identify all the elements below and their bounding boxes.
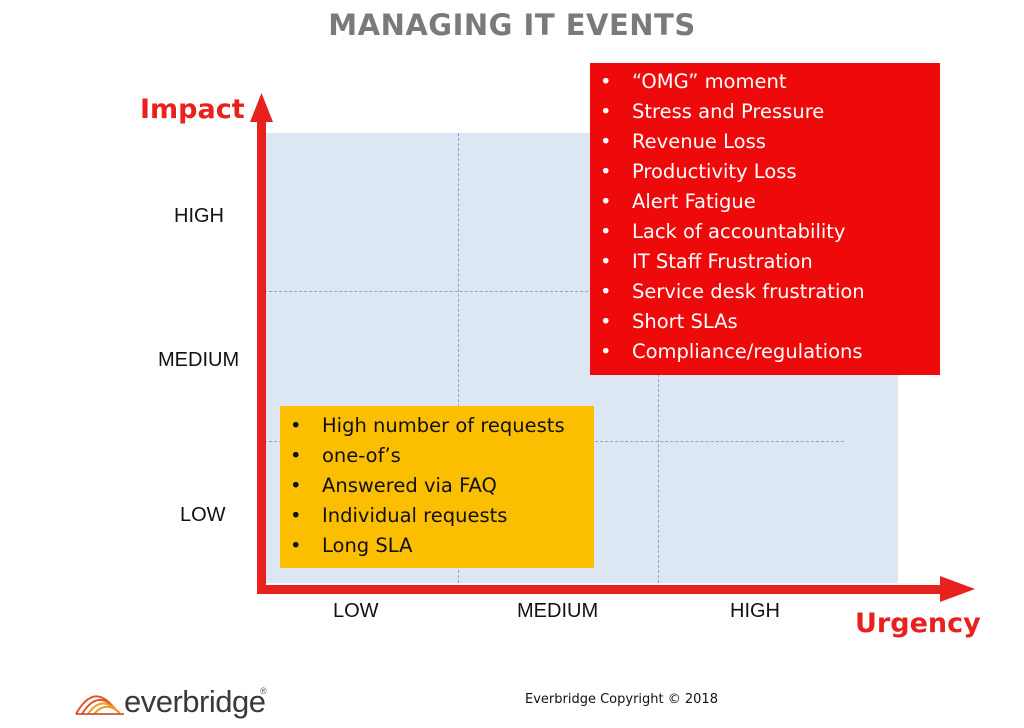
x-tick-high: HIGH [730,600,780,622]
x-axis-label: Urgency [855,608,981,639]
page-title: MANAGING IT EVENTS [328,8,696,42]
logo-registered-mark: ® [260,686,267,696]
high-impact-urgency-box: • “OMG” moment • Stress and Pressure • Reve… [590,63,940,375]
x-axis-arrow [257,576,975,602]
low-impact-urgency-box: • High number of requests • one-of’s • Answ… [280,406,594,568]
everbridge-arches-logo-icon [75,695,124,715]
x-tick-low: LOW [333,600,379,622]
copyright-text: Everbridge Copyright © 2018 [525,692,718,707]
y-tick-low: LOW [180,504,226,526]
logo-text: everbridge [124,684,266,719]
y-axis-label: Impact [140,94,245,125]
y-axis-arrow [250,93,273,594]
x-tick-medium: MEDIUM [517,600,599,622]
y-tick-medium: MEDIUM [158,349,240,371]
grid-line-vertical [458,133,459,583]
grid-line-horizontal [264,291,844,292]
y-tick-high: HIGH [174,205,224,227]
